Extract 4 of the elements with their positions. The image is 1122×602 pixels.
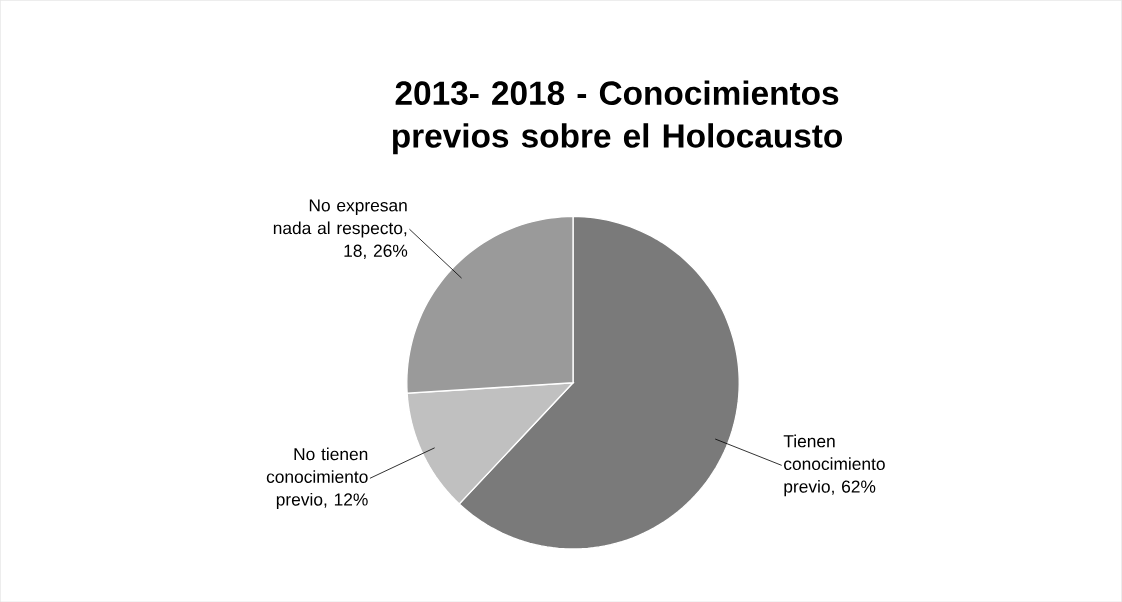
chart-title: 2013- 2018 - Conocimientos previos sobre el Holocausto (393, 80, 842, 155)
slice-label: No expresan nada al respecto, 18, 26% (273, 199, 408, 259)
slice-label: Tienen conocimiento previo, 62% (783, 434, 885, 496)
slice-label: No tienen conocimiento previo, 12% (266, 447, 368, 509)
